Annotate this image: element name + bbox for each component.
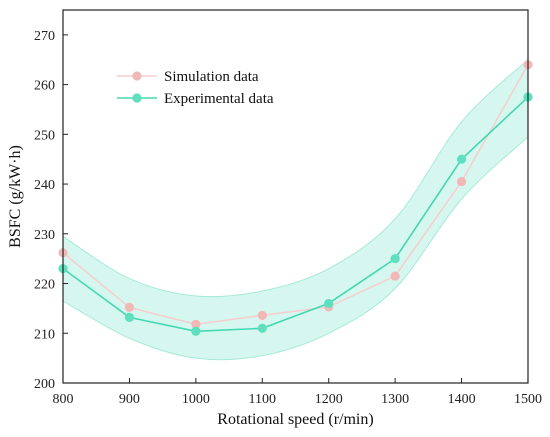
experimental-data-point	[456, 154, 467, 164]
legend: Simulation data Experimental data	[117, 69, 274, 107]
legend-experimental-data-label: Experimental data	[164, 91, 274, 107]
simulation-data-point	[257, 310, 267, 320]
simulation-data-point	[191, 319, 201, 329]
y-tick-label: 250	[34, 128, 55, 143]
series-points-layer	[58, 60, 533, 336]
experimental-data-point	[257, 323, 267, 333]
experimental-data-point	[324, 298, 334, 309]
experimental-data-point	[390, 254, 400, 264]
y-tick-label: 270	[34, 29, 55, 44]
experimental-data-line	[62, 96, 529, 333]
y-tick-label: 200	[34, 377, 55, 392]
y-axis-title: BSFC (g/kW·h)	[7, 145, 24, 248]
simulation-data-line	[62, 64, 529, 326]
x-tick-label: 1400	[448, 392, 476, 407]
plot-frame	[62, 9, 529, 384]
axes-layer: 800 900 1000 1100 1200 1300 1400 1500 200 210 220 2…	[34, 9, 542, 407]
experimental-data-point	[124, 312, 135, 322]
legend-experimental-data-marker	[132, 93, 142, 103]
x-axis-title: Rotational speed (r/min)	[217, 411, 373, 428]
legend-simulation-data-label: Simulation data	[164, 69, 259, 85]
simulation-data-point	[456, 176, 467, 187]
x-tick-label: 1100	[249, 392, 276, 407]
x-tick-label: 1200	[315, 392, 343, 407]
confidence-band-upper-edge	[62, 59, 529, 298]
simulation-data-point	[390, 271, 400, 281]
y-tick-label: 260	[34, 79, 55, 94]
x-tick-label: 1300	[381, 392, 409, 407]
confidence-band-layer	[62, 59, 529, 361]
confidence-band-lower-edge	[62, 136, 529, 361]
y-tick-label: 230	[34, 228, 55, 243]
y-tick-label: 240	[34, 178, 55, 193]
simulation-data-point	[124, 302, 135, 313]
legend-simulation-data-marker	[132, 71, 142, 81]
y-tick-label: 210	[34, 327, 55, 342]
x-tick-label: 1500	[514, 392, 542, 407]
x-tick-label: 800	[53, 392, 74, 407]
y-tick-label: 220	[34, 278, 55, 293]
series-lines-layer	[62, 64, 529, 333]
x-tick-label: 900	[119, 392, 140, 407]
experimental-data-point	[191, 326, 201, 336]
x-tick-label: 1000	[182, 392, 210, 407]
confidence-band-fill	[63, 59, 528, 360]
